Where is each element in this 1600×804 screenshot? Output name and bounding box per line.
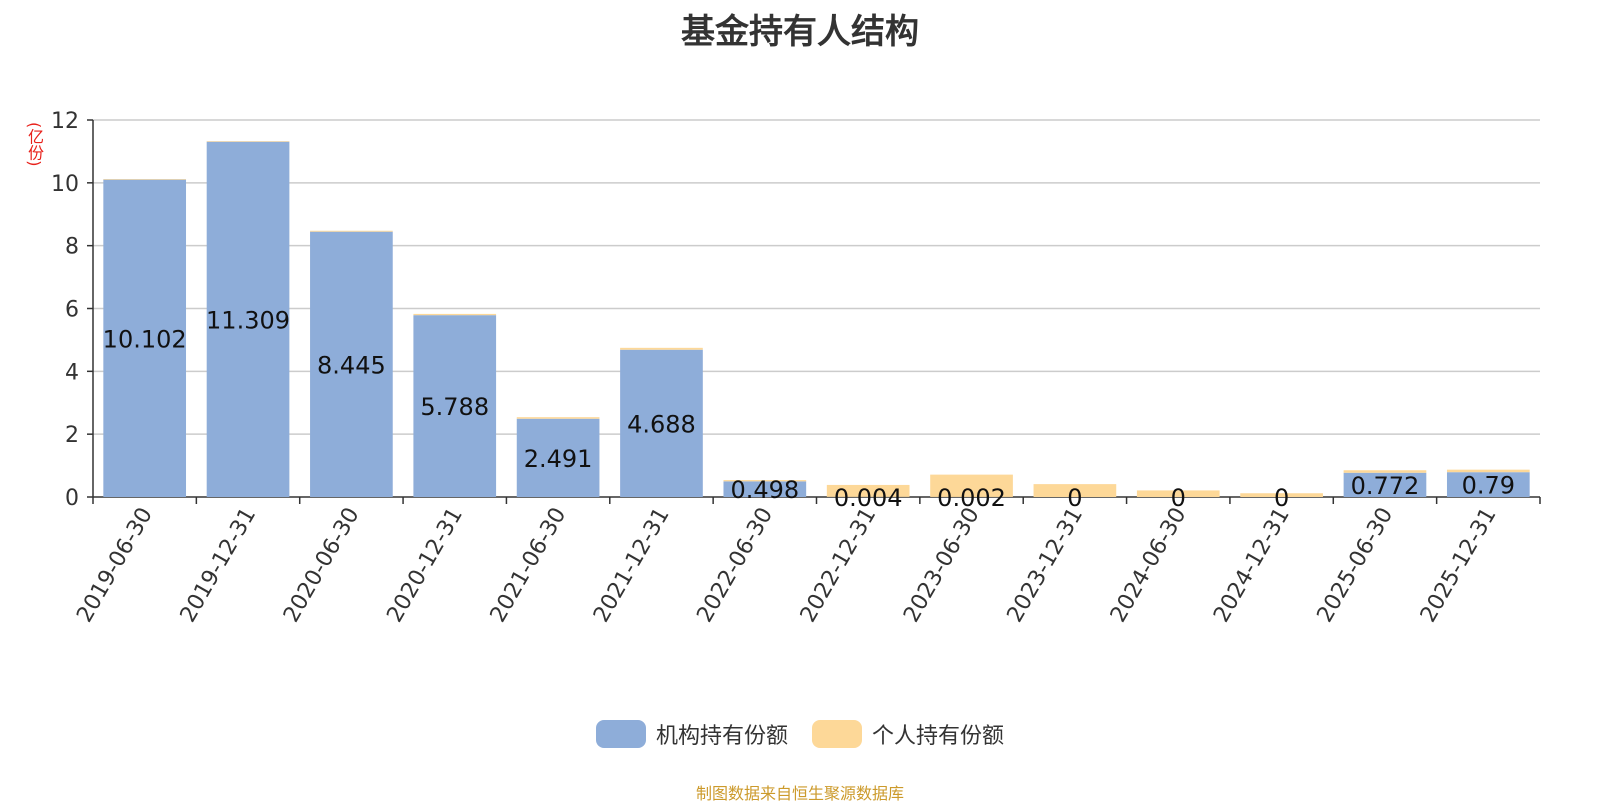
y-tick-label: 10 bbox=[51, 172, 79, 197]
bar-value-label: 0.772 bbox=[1351, 472, 1420, 500]
x-tick-label: 2022-06-30 bbox=[692, 504, 778, 627]
bar-value-label: 0.004 bbox=[834, 484, 903, 512]
x-tick-label: 2025-06-30 bbox=[1313, 504, 1399, 627]
x-tick-label: 2022-12-31 bbox=[796, 504, 882, 627]
y-tick-label: 0 bbox=[65, 486, 79, 511]
bar-individual bbox=[620, 348, 703, 350]
y-tick-label: 6 bbox=[65, 298, 79, 323]
bar-individual bbox=[517, 417, 600, 419]
data-source-note: 制图数据来自恒生聚源数据库 bbox=[0, 780, 1600, 804]
bar-value-label: 5.788 bbox=[420, 393, 489, 421]
x-tick-label: 2021-06-30 bbox=[486, 504, 572, 627]
y-tick-label: 12 bbox=[51, 109, 79, 134]
x-tick-label: 2020-12-31 bbox=[382, 504, 468, 627]
x-tick-label: 2023-06-30 bbox=[899, 503, 985, 626]
x-tick-label: 2021-12-31 bbox=[589, 504, 675, 627]
bar-value-label: 4.688 bbox=[627, 410, 696, 438]
legend-item-institution[interactable]: 机构持有份额 bbox=[596, 718, 788, 750]
bar-individual bbox=[413, 314, 496, 315]
x-tick-label: 2024-06-30 bbox=[1106, 504, 1192, 627]
legend-swatch-institution bbox=[596, 720, 646, 748]
x-tick-label: 2019-12-31 bbox=[176, 504, 262, 627]
bar-individual bbox=[103, 179, 186, 180]
x-tick-label: 2025-12-31 bbox=[1416, 504, 1502, 627]
y-tick-label: 2 bbox=[65, 423, 79, 448]
y-tick-label: 4 bbox=[65, 360, 79, 385]
legend: 机构持有份额 个人持有份额 bbox=[0, 718, 1600, 750]
legend-label-institution: 机构持有份额 bbox=[656, 718, 788, 750]
bar-value-label: 0.002 bbox=[937, 484, 1006, 512]
bar-individual bbox=[310, 231, 393, 232]
bar-individual bbox=[207, 141, 290, 142]
bar-value-label: 0.498 bbox=[730, 476, 799, 504]
legend-label-individual: 个人持有份额 bbox=[872, 718, 1004, 750]
x-tick-label: 2019-06-30 bbox=[72, 504, 158, 627]
bar-value-label: 2.491 bbox=[524, 445, 593, 473]
x-tick-label: 2020-06-30 bbox=[279, 504, 365, 627]
bar-value-label: 11.309 bbox=[206, 306, 290, 334]
x-tick-label: 2023-12-31 bbox=[1003, 504, 1089, 627]
y-tick-label: 8 bbox=[65, 235, 79, 260]
legend-item-individual[interactable]: 个人持有份额 bbox=[812, 718, 1004, 750]
x-tick-label: 2024-12-31 bbox=[1209, 504, 1295, 627]
bar-chart: 0 2 4 6 8 10 12 10.102 2019-06-30 11.309 2019-12-3… bbox=[0, 0, 1600, 700]
bar-value-label: 0.79 bbox=[1462, 472, 1515, 500]
legend-swatch-individual bbox=[812, 720, 862, 748]
bar-value-label: 8.445 bbox=[317, 351, 386, 379]
bar-value-label: 10.102 bbox=[103, 325, 187, 353]
